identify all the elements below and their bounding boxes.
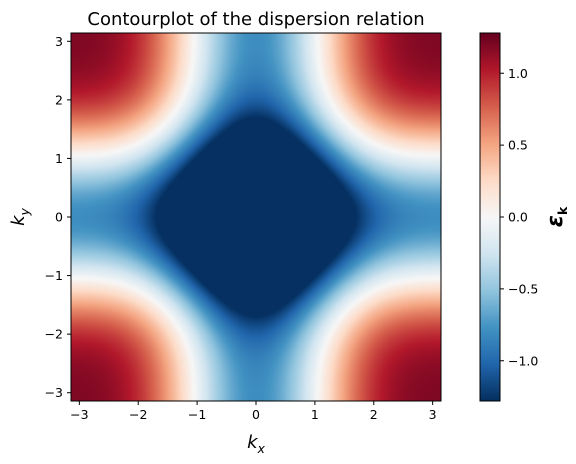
y-tick-label: 1 (55, 151, 63, 166)
y-tick-label: −1 (45, 268, 63, 283)
colorbar: −1.0 −0.5 0.0 0.5 1.0 (480, 33, 538, 401)
y-axis-label: ky (8, 207, 32, 225)
x-axis: −3 −2 −1 0 1 2 3 (70, 401, 437, 422)
y-tick-label: −3 (45, 385, 63, 400)
x-tick-label: 0 (252, 407, 260, 422)
x-tick-label: 1 (311, 407, 319, 422)
heatmap-plot-area (71, 33, 441, 401)
x-axis-label-sub: x (257, 441, 266, 456)
x-tick-label: 3 (429, 407, 437, 422)
colorbar-gradient (480, 33, 500, 401)
y-axis-label-sub: y (17, 207, 32, 216)
colorbar-tick-label: −0.5 (508, 281, 538, 296)
y-tick-label: 2 (55, 92, 63, 107)
colorbar-tick-label: −1.0 (508, 353, 538, 368)
y-axis: −3 −2 −1 0 1 2 3 (45, 34, 71, 400)
heatmap-image (71, 33, 441, 401)
y-tick-label: −2 (45, 327, 63, 342)
colorbar-label: εk (543, 206, 570, 227)
x-tick-label: −2 (129, 407, 147, 422)
x-tick-label: −3 (70, 407, 88, 422)
y-tick-label: 3 (55, 34, 63, 49)
colorbar-tick-label: 0.0 (508, 210, 528, 225)
colorbar-tick-label: 1.0 (508, 66, 528, 81)
x-axis-label: kx (247, 432, 265, 456)
x-tick-label: −1 (188, 407, 206, 422)
x-tick-label: 2 (370, 407, 378, 422)
colorbar-tick-label: 0.5 (508, 138, 528, 153)
colorbar-label-main: ε (543, 215, 568, 227)
colorbar-label-sub: k (555, 206, 570, 215)
y-tick-label: 0 (55, 210, 63, 225)
colorbar-ticks: −1.0 −0.5 0.0 0.5 1.0 (500, 66, 538, 369)
chart-title: Contourplot of the dispersion relation (87, 9, 424, 30)
